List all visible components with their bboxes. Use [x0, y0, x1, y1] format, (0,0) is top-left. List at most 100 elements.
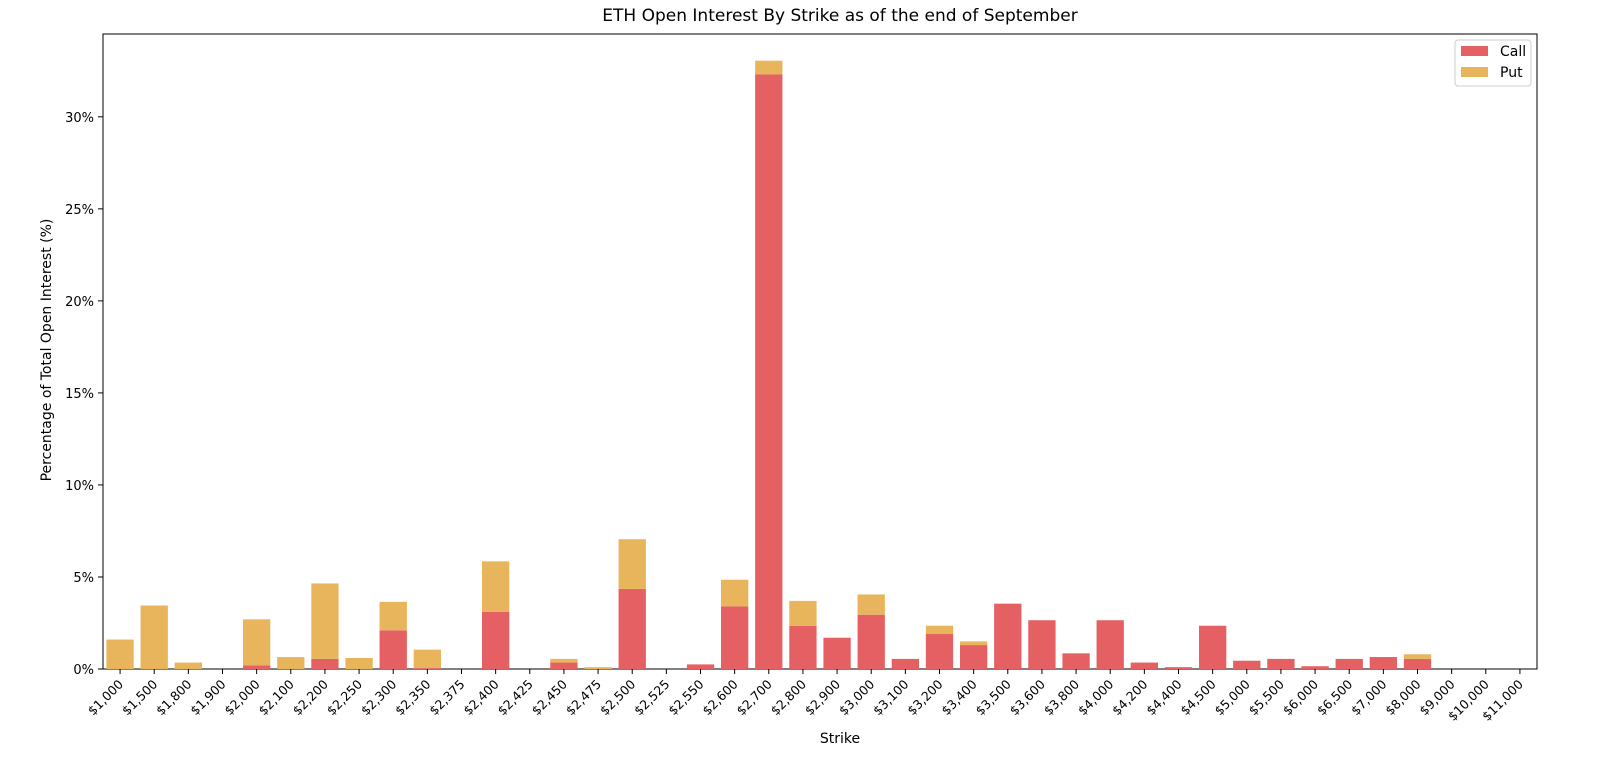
bar-call — [413, 668, 442, 669]
legend-label-call: Call — [1500, 44, 1526, 60]
x-tick-label: $2,250 — [324, 676, 366, 718]
bar-put — [311, 583, 339, 659]
bar-call — [1096, 620, 1124, 669]
x-tick-label: $8,000 — [1382, 676, 1424, 718]
x-tick-label: $1,900 — [187, 676, 229, 718]
x-tick-label: $4,400 — [1143, 676, 1185, 718]
bar-put — [481, 561, 510, 612]
x-tick-label: $1,500 — [119, 676, 161, 718]
x-tick-label: $3,800 — [1041, 676, 1083, 718]
bar-put — [789, 600, 817, 626]
bar-put — [413, 649, 442, 669]
bar-call — [720, 606, 749, 669]
x-tick-label: $5,500 — [1246, 676, 1288, 718]
bar-call — [1062, 653, 1090, 669]
x-tick-label: $2,350 — [392, 676, 434, 718]
bar-call — [311, 658, 339, 669]
bar-put — [277, 657, 305, 669]
bar-call — [823, 637, 851, 669]
y-tick-label: 20% — [65, 295, 94, 310]
legend-label-put: Put — [1500, 65, 1523, 81]
bar-put — [925, 625, 954, 635]
bar-call — [891, 658, 920, 669]
bar-call — [1301, 666, 1329, 669]
bar-call — [1403, 658, 1432, 669]
legend: Call Put — [1454, 39, 1532, 87]
bar-put — [857, 594, 885, 615]
x-tick-label: $2,375 — [426, 677, 468, 719]
bar-put — [584, 667, 612, 669]
bar-call — [755, 74, 783, 670]
bar-call — [857, 614, 885, 669]
x-tick-label: $6,500 — [1314, 676, 1356, 718]
y-tick-label: 15% — [65, 387, 94, 402]
bar-put — [755, 60, 783, 75]
bar-put — [720, 579, 749, 607]
x-tick-label: $2,800 — [768, 676, 810, 718]
x-tick-label: $2,900 — [802, 676, 844, 718]
bar-put — [106, 639, 134, 669]
bar-put — [174, 662, 203, 669]
x-tick-label: $1,000 — [85, 676, 127, 718]
x-tick-label: $2,700 — [733, 676, 775, 718]
x-tick-label: $4,200 — [1109, 676, 1151, 718]
legend-swatch-call — [1461, 46, 1488, 56]
x-tick-label: $3,600 — [1007, 676, 1049, 718]
x-tick-label: $3,500 — [972, 676, 1014, 718]
x-tick-label: $2,100 — [255, 676, 297, 718]
bar-put — [242, 619, 271, 666]
bar-put — [618, 539, 646, 589]
bar-call — [1198, 625, 1227, 669]
bar-call — [959, 645, 988, 669]
bar-put — [345, 657, 373, 669]
y-tick-label: 10% — [65, 479, 94, 494]
bar-call — [1267, 658, 1295, 669]
x-tick-label: $7,000 — [1348, 676, 1390, 718]
y-tick-label: 5% — [73, 571, 94, 586]
bar-call — [242, 665, 271, 669]
bar-call — [550, 662, 578, 669]
bar-call — [1233, 660, 1261, 669]
chart-title: ETH Open Interest By Strike as of the en… — [602, 6, 1078, 26]
bar-call — [1130, 662, 1159, 669]
y-tick-label: 25% — [65, 203, 94, 218]
bar-call — [1369, 657, 1398, 669]
bar-put — [1403, 654, 1432, 659]
x-tick-label: $2,600 — [699, 676, 741, 718]
bar-put — [140, 605, 168, 669]
y-tick-label: 0% — [73, 663, 94, 678]
x-tick-label: $1,800 — [153, 676, 195, 718]
x-tick-label: $3,400 — [938, 676, 980, 718]
x-tick-label: $2,425 — [494, 677, 536, 719]
bar-call — [1335, 658, 1363, 669]
bar-call — [994, 603, 1022, 669]
x-tick-label: $2,400 — [460, 676, 502, 718]
x-axis-label: Strike — [819, 731, 861, 747]
bar-call — [481, 611, 510, 669]
x-tick-label: $2,000 — [221, 676, 263, 718]
x-tick-label: $5,000 — [1211, 676, 1253, 718]
x-tick-label: $2,300 — [358, 676, 400, 718]
bar-call — [1028, 620, 1056, 669]
bar-call — [686, 664, 715, 669]
x-tick-label: $3,100 — [870, 676, 912, 718]
x-tick-label: $2,550 — [665, 676, 707, 718]
x-tick-label: $2,450 — [529, 676, 571, 718]
bar-call — [1164, 667, 1193, 669]
bar-call — [618, 588, 646, 669]
bar-put — [550, 658, 578, 663]
bar-put — [379, 601, 407, 631]
x-tick-label: $4,000 — [1075, 676, 1117, 718]
x-tick-label: $2,500 — [597, 676, 639, 718]
legend-swatch-put — [1461, 67, 1488, 77]
x-tick-label: $2,200 — [290, 676, 332, 718]
x-tick-label: $6,000 — [1280, 676, 1322, 718]
bar-call — [789, 625, 817, 669]
bar-put — [959, 641, 988, 646]
x-tick-label: $3,200 — [904, 676, 946, 718]
y-tick-label: 30% — [65, 111, 94, 126]
x-tick-label: $4,500 — [1177, 676, 1219, 718]
x-tick-label: $2,475 — [563, 677, 605, 719]
